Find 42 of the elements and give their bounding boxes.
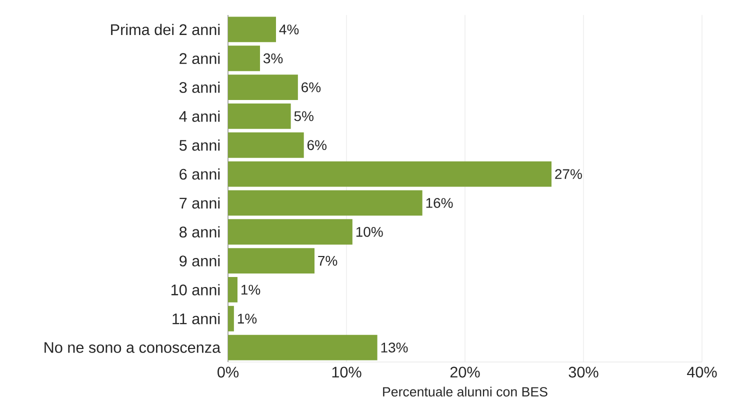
- y-tick-label: 6 anni: [180, 168, 220, 180]
- x-axis-title: Percentuale alunni con BES: [383, 386, 548, 397]
- y-tick-label: 11 anni: [172, 313, 220, 324]
- data-label: 3%: [263, 53, 283, 64]
- x-tick-label: 30%: [568, 366, 598, 378]
- y-tick-label: 10 anni: [171, 284, 220, 296]
- y-tick-label: 8 anni: [180, 226, 220, 238]
- data-label: 6%: [302, 82, 321, 92]
- data-label: 16%: [426, 198, 453, 208]
- x-tick-label: 0%: [218, 366, 239, 378]
- y-tick-label: 9 anni: [180, 255, 220, 266]
- y-tick-label: 3 anni: [179, 82, 220, 93]
- data-label: 1%: [238, 314, 257, 324]
- bar: [228, 74, 298, 100]
- bar: [228, 161, 552, 187]
- data-label: 4%: [279, 24, 299, 34]
- bar: [228, 46, 260, 72]
- bar: [228, 248, 315, 274]
- data-label: 5%: [294, 111, 314, 122]
- x-tick-label: 10%: [332, 366, 362, 378]
- x-tick-label: 20%: [450, 366, 480, 378]
- bar: [228, 132, 304, 158]
- data-label: 27%: [555, 169, 582, 179]
- bar: [228, 219, 352, 245]
- bar: [228, 334, 378, 360]
- y-tick-label: No ne sono a conoscenza: [44, 342, 221, 353]
- y-tick-label: 4 anni: [179, 110, 220, 122]
- x-tick-label: 40%: [687, 366, 717, 378]
- bar: [228, 190, 422, 216]
- data-label: 7%: [318, 256, 338, 266]
- data-label: 6%: [307, 140, 326, 150]
- y-tick-label: 2 anni: [180, 52, 220, 64]
- y-tick-label: Prima dei 2 anni: [111, 24, 220, 36]
- data-label: 10%: [356, 226, 383, 237]
- y-tick-label: 5 anni: [179, 140, 220, 151]
- bar: [228, 16, 276, 42]
- data-label: 1%: [241, 284, 260, 295]
- bar: [228, 276, 238, 302]
- data-label: 13%: [381, 342, 408, 353]
- bar: [228, 306, 234, 332]
- y-tick-label: 7 anni: [180, 197, 220, 209]
- bar: [228, 103, 291, 129]
